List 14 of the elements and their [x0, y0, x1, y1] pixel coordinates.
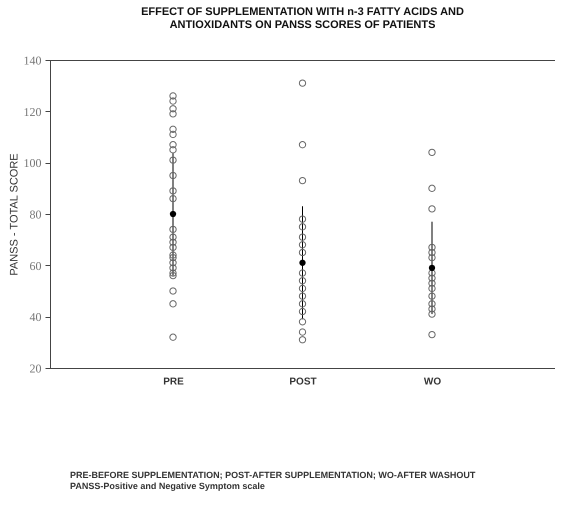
- text: PANSS-Positive and Negative Symptom scale: [70, 481, 266, 492]
- y-tick-label: 120: [24, 104, 42, 119]
- y-tick-label: 60: [30, 258, 42, 273]
- y-tick-label: 20: [30, 362, 42, 376]
- chart-title: EFFECT OF SUPPLEMENTATION WITH n-3 FATTY ACIDS AND ANTIOXIDANTS ON PANSS SCORES OF PATIENTS: [141, 6, 464, 31]
- x-tick-label: PRE: [163, 376, 184, 388]
- text: PRE-BEFORE SUPPLEMENTATION; POST-AFTER SUPPLEMENTATION; WO-AFTER WASHOUT: [70, 470, 476, 481]
- y-tick-label: 100: [24, 156, 42, 170]
- y-tick-label: 80: [30, 208, 42, 222]
- x-tick-label: WO: [424, 376, 442, 388]
- y-tick-label: 140: [24, 54, 42, 68]
- y-axis-title: PANSS - TOTAL SCORE: [8, 153, 20, 276]
- x-tick-label: POST: [289, 376, 317, 388]
- y-tick-label: 40: [30, 310, 42, 324]
